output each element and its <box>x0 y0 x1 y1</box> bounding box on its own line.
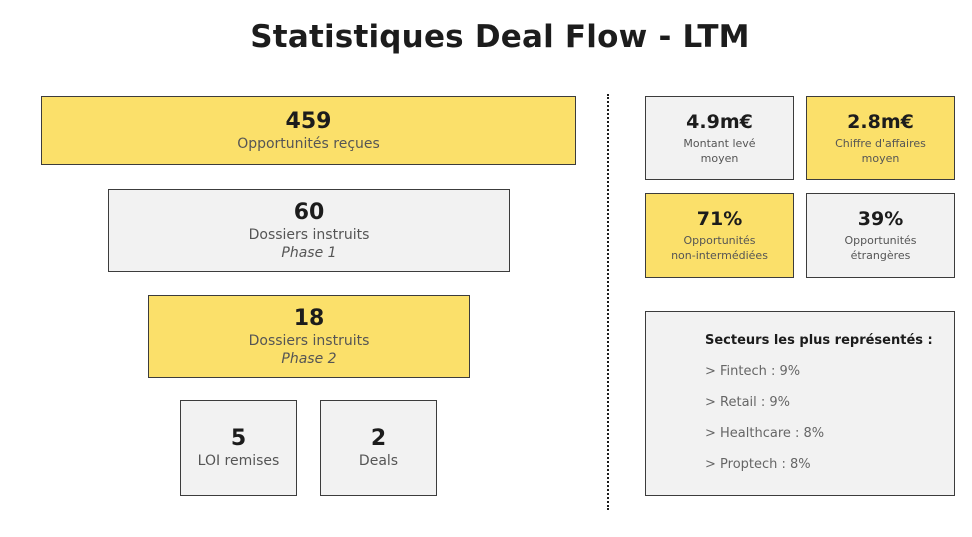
non-intermediated-box: 71% Opportunités non-intermédiées <box>645 193 794 278</box>
avg-raised-label-line1: Montant levé <box>683 136 756 150</box>
phase2-files-value: 18 <box>293 305 325 331</box>
phase1-files-sublabel: Phase 1 <box>281 244 337 261</box>
non-intermediated-label-line1: Opportunités <box>683 234 756 247</box>
phase2-files-box: 18 Dossiers instruits Phase 2 <box>148 295 470 378</box>
page-title: Statistiques Deal Flow - LTM <box>250 19 750 55</box>
phase1-files-value: 60 <box>293 199 325 225</box>
avg-raised-value: 4.9m€ <box>686 110 753 133</box>
avg-revenue-label-line2: moyen <box>861 151 900 165</box>
sector-item-fintech: > Fintech : 9% <box>705 364 801 379</box>
phase1-files-label: Dossiers instruits <box>248 226 370 243</box>
loi-label: LOI remises <box>197 453 280 469</box>
foreign-label-line2: étrangères <box>850 249 911 262</box>
sector-item-retail: > Retail : 9% <box>705 395 791 410</box>
avg-revenue-label-line1: Chiffre d'affaires <box>835 136 926 150</box>
loi-value: 5 <box>230 426 247 451</box>
phase2-files-label: Dossiers instruits <box>248 332 370 349</box>
foreign-box: 39% Opportunités étrangères <box>806 193 955 278</box>
non-intermediated-value: 71% <box>696 208 743 230</box>
deals-box: 2 Deals <box>320 400 437 496</box>
received-opportunities-box: 459 Opportunités reçues <box>41 96 576 165</box>
received-opportunities-label: Opportunités reçues <box>237 135 380 152</box>
sector-item-healthcare: > Healthcare : 8% <box>705 426 825 441</box>
sectors-box: Secteurs les plus représentés : > Fintec… <box>645 311 955 496</box>
phase1-files-box: 60 Dossiers instruits Phase 1 <box>108 189 510 272</box>
deals-label: Deals <box>358 453 399 469</box>
non-intermediated-label-line2: non-intermédiées <box>671 249 768 262</box>
deals-value: 2 <box>370 426 387 451</box>
foreign-value: 39% <box>857 208 904 230</box>
avg-raised-label-line2: moyen <box>700 151 739 165</box>
sector-item-proptech: > Proptech : 8% <box>705 457 811 472</box>
loi-box: 5 LOI remises <box>180 400 297 496</box>
avg-revenue-value: 2.8m€ <box>847 110 914 133</box>
avg-revenue-box: 2.8m€ Chiffre d'affaires moyen <box>806 96 955 180</box>
dotted-divider <box>607 94 609 510</box>
received-opportunities-value: 459 <box>285 108 332 134</box>
foreign-label-line1: Opportunités <box>844 234 917 247</box>
avg-raised-box: 4.9m€ Montant levé moyen <box>645 96 794 180</box>
phase2-files-sublabel: Phase 2 <box>281 350 337 367</box>
sectors-title: Secteurs les plus représentés : <box>705 333 933 348</box>
